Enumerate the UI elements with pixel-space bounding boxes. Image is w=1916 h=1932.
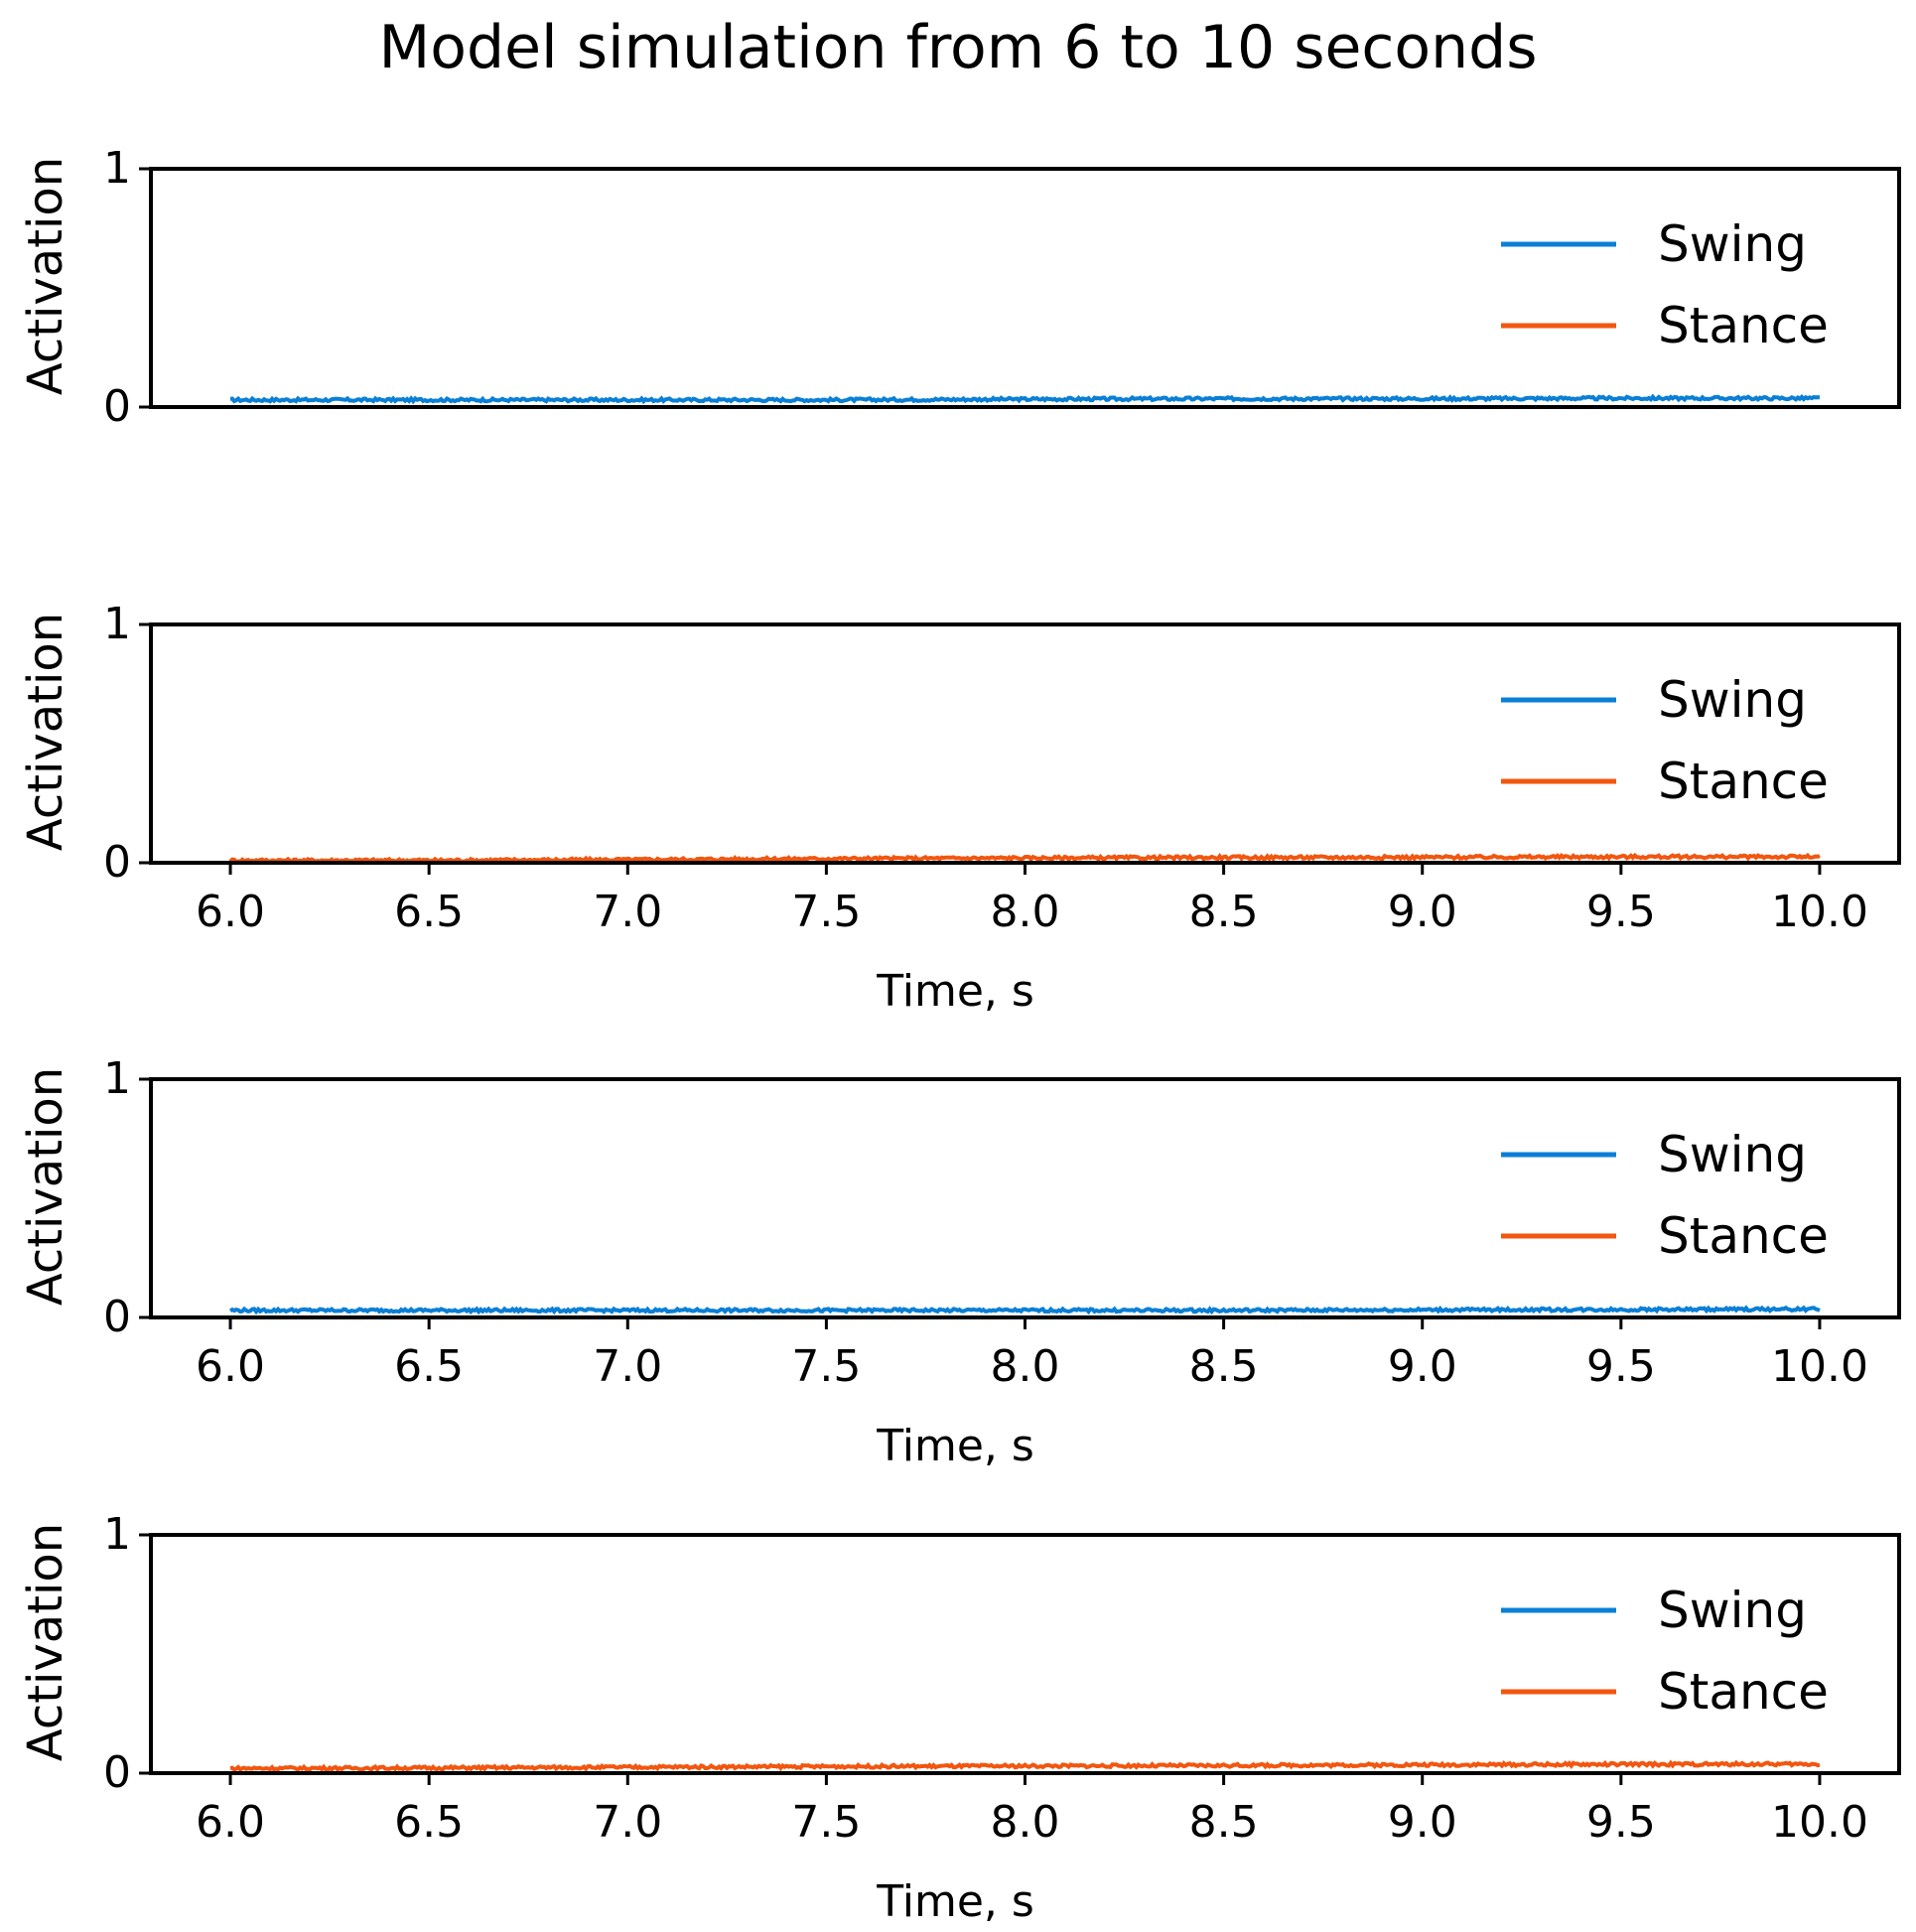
y-tick-label: 1 bbox=[103, 599, 131, 649]
x-tick-label: 8.0 bbox=[991, 1341, 1060, 1392]
x-tick-label: 9.5 bbox=[1586, 887, 1656, 937]
x-tick-label: 6.0 bbox=[196, 887, 265, 937]
x-tick-label: 7.0 bbox=[593, 1797, 662, 1848]
y-tick-label: 1 bbox=[103, 143, 131, 194]
series-line-swing bbox=[229, 393, 1821, 405]
y-axis-label: Activation bbox=[18, 1067, 73, 1306]
x-tick-label: 8.5 bbox=[1189, 887, 1259, 937]
legend-label-swing: Swing bbox=[1658, 1582, 1807, 1639]
subplot-panels: 0 1 Activation Swing Stance 0 1 6.0 6.5 7.0 7.5 8.0… bbox=[18, 143, 1901, 1927]
subplot-1: 0 1 Activation Swing Stance bbox=[18, 143, 1901, 432]
legend-label-stance: Stance bbox=[1658, 1663, 1829, 1721]
x-tick-label: 6.5 bbox=[394, 887, 464, 937]
y-axis-label: Activation bbox=[18, 613, 73, 851]
legend-label-stance: Stance bbox=[1658, 753, 1829, 810]
axes-frame bbox=[149, 167, 1901, 409]
x-tick-label: 9.0 bbox=[1388, 1797, 1457, 1848]
y-axis-label: Activation bbox=[18, 1523, 73, 1761]
y-axis-label: Activation bbox=[18, 157, 73, 395]
y-tick-label: 0 bbox=[103, 837, 131, 888]
x-tick-label: 9.5 bbox=[1586, 1341, 1656, 1392]
x-tick-label: 7.0 bbox=[593, 887, 662, 937]
y-tick-label: 0 bbox=[103, 1292, 131, 1342]
x-axis-label: Time, s bbox=[876, 1876, 1034, 1927]
x-tick-label: 6.0 bbox=[196, 1797, 265, 1848]
y-tick-label: 0 bbox=[103, 381, 131, 432]
x-tick-label: 10.0 bbox=[1771, 1797, 1868, 1848]
x-tick-label: 8.0 bbox=[991, 1797, 1060, 1848]
legend-label-stance: Stance bbox=[1658, 1207, 1829, 1265]
x-tick-label: 10.0 bbox=[1771, 887, 1868, 937]
x-tick-label: 9.5 bbox=[1586, 1797, 1656, 1848]
legend-label-stance: Stance bbox=[1658, 297, 1829, 354]
series-line-stance bbox=[229, 1759, 1821, 1773]
legend-label-swing: Swing bbox=[1658, 215, 1807, 273]
x-tick-label: 9.0 bbox=[1388, 887, 1457, 937]
x-tick-label: 6.5 bbox=[394, 1797, 464, 1848]
legend-label-swing: Swing bbox=[1658, 671, 1807, 729]
subplot-2: 0 1 6.0 6.5 7.0 7.5 8.0 8.5 9.0 9.5 10.0 Time, s Act… bbox=[18, 599, 1901, 1017]
figure-title: Model simulation from 6 to 10 seconds bbox=[379, 13, 1538, 82]
x-tick-label: 7.0 bbox=[593, 1341, 662, 1392]
y-tick-label: 1 bbox=[103, 1509, 131, 1560]
series-line-stance bbox=[228, 852, 1821, 865]
x-tick-label: 10.0 bbox=[1771, 1341, 1868, 1392]
x-tick-label: 8.5 bbox=[1189, 1797, 1259, 1848]
x-tick-label: 7.5 bbox=[791, 1797, 861, 1848]
x-tick-label: 9.0 bbox=[1388, 1341, 1457, 1392]
x-tick-label: 6.5 bbox=[394, 1341, 464, 1392]
x-tick-label: 8.5 bbox=[1189, 1341, 1259, 1392]
x-axis-label: Time, s bbox=[876, 1421, 1034, 1471]
x-tick-label: 6.0 bbox=[196, 1341, 265, 1392]
x-tick-label: 7.5 bbox=[791, 887, 861, 937]
x-axis-label: Time, s bbox=[876, 966, 1034, 1017]
series-line-swing bbox=[229, 1305, 1821, 1315]
legend-label-swing: Swing bbox=[1658, 1126, 1807, 1183]
y-tick-label: 1 bbox=[103, 1053, 131, 1104]
x-tick-label: 7.5 bbox=[791, 1341, 861, 1392]
x-tick-label: 8.0 bbox=[991, 887, 1060, 937]
subplot-4: 0 1 6.0 6.5 7.0 7.5 8.0 8.5 9.0 9.5 10.0 Time, s Act… bbox=[18, 1509, 1901, 1927]
subplot-3: 0 1 6.0 6.5 7.0 7.5 8.0 8.5 9.0 9.5 10.0 Time, s Act… bbox=[18, 1053, 1901, 1471]
y-tick-label: 0 bbox=[103, 1747, 131, 1798]
